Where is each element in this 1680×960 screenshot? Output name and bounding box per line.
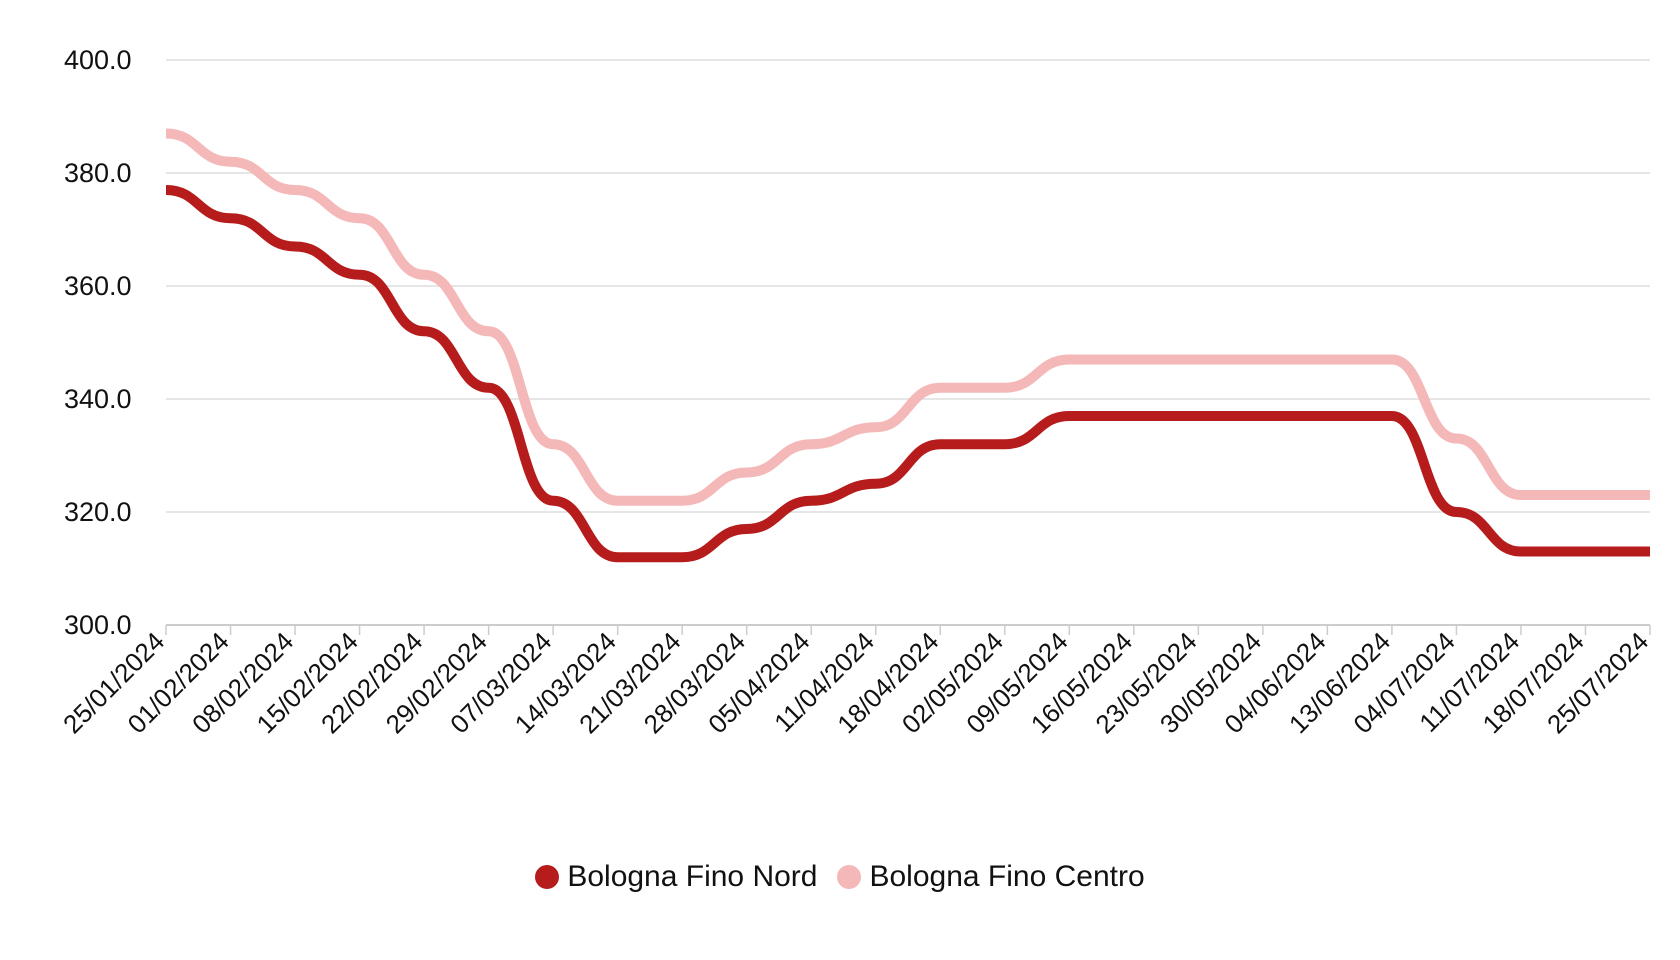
- series-lines: [165, 128, 1650, 563]
- y-tick-label: 300.0: [64, 610, 132, 640]
- x-axis: [165, 624, 1651, 635]
- y-axis-tick-labels: 300.0 320.0 340.0 360.0 380.0 400.0: [64, 45, 132, 640]
- y-tick-label: 380.0: [64, 158, 132, 188]
- x-axis-tick-labels: 25/01/202401/02/202408/02/202415/02/2024…: [57, 626, 1654, 739]
- gridlines: [166, 59, 1650, 513]
- legend-marker-nord: [535, 865, 560, 889]
- y-tick-label: 320.0: [64, 497, 132, 527]
- legend-marker-centro: [837, 865, 862, 889]
- legend: Bologna Fino Nord Bologna Fino Centro: [0, 860, 1680, 894]
- legend-item-centro[interactable]: Bologna Fino Centro: [837, 860, 1145, 894]
- y-tick-label: 360.0: [64, 271, 132, 301]
- series-line-nord: [165, 184, 1650, 563]
- y-tick-label: 400.0: [64, 45, 132, 75]
- legend-label-centro: Bologna Fino Centro: [869, 860, 1145, 893]
- legend-label-nord: Bologna Fino Nord: [567, 860, 818, 893]
- legend-item-nord[interactable]: Bologna Fino Nord: [535, 860, 817, 894]
- y-tick-label: 340.0: [64, 384, 132, 414]
- series-line-centro: [165, 128, 1650, 506]
